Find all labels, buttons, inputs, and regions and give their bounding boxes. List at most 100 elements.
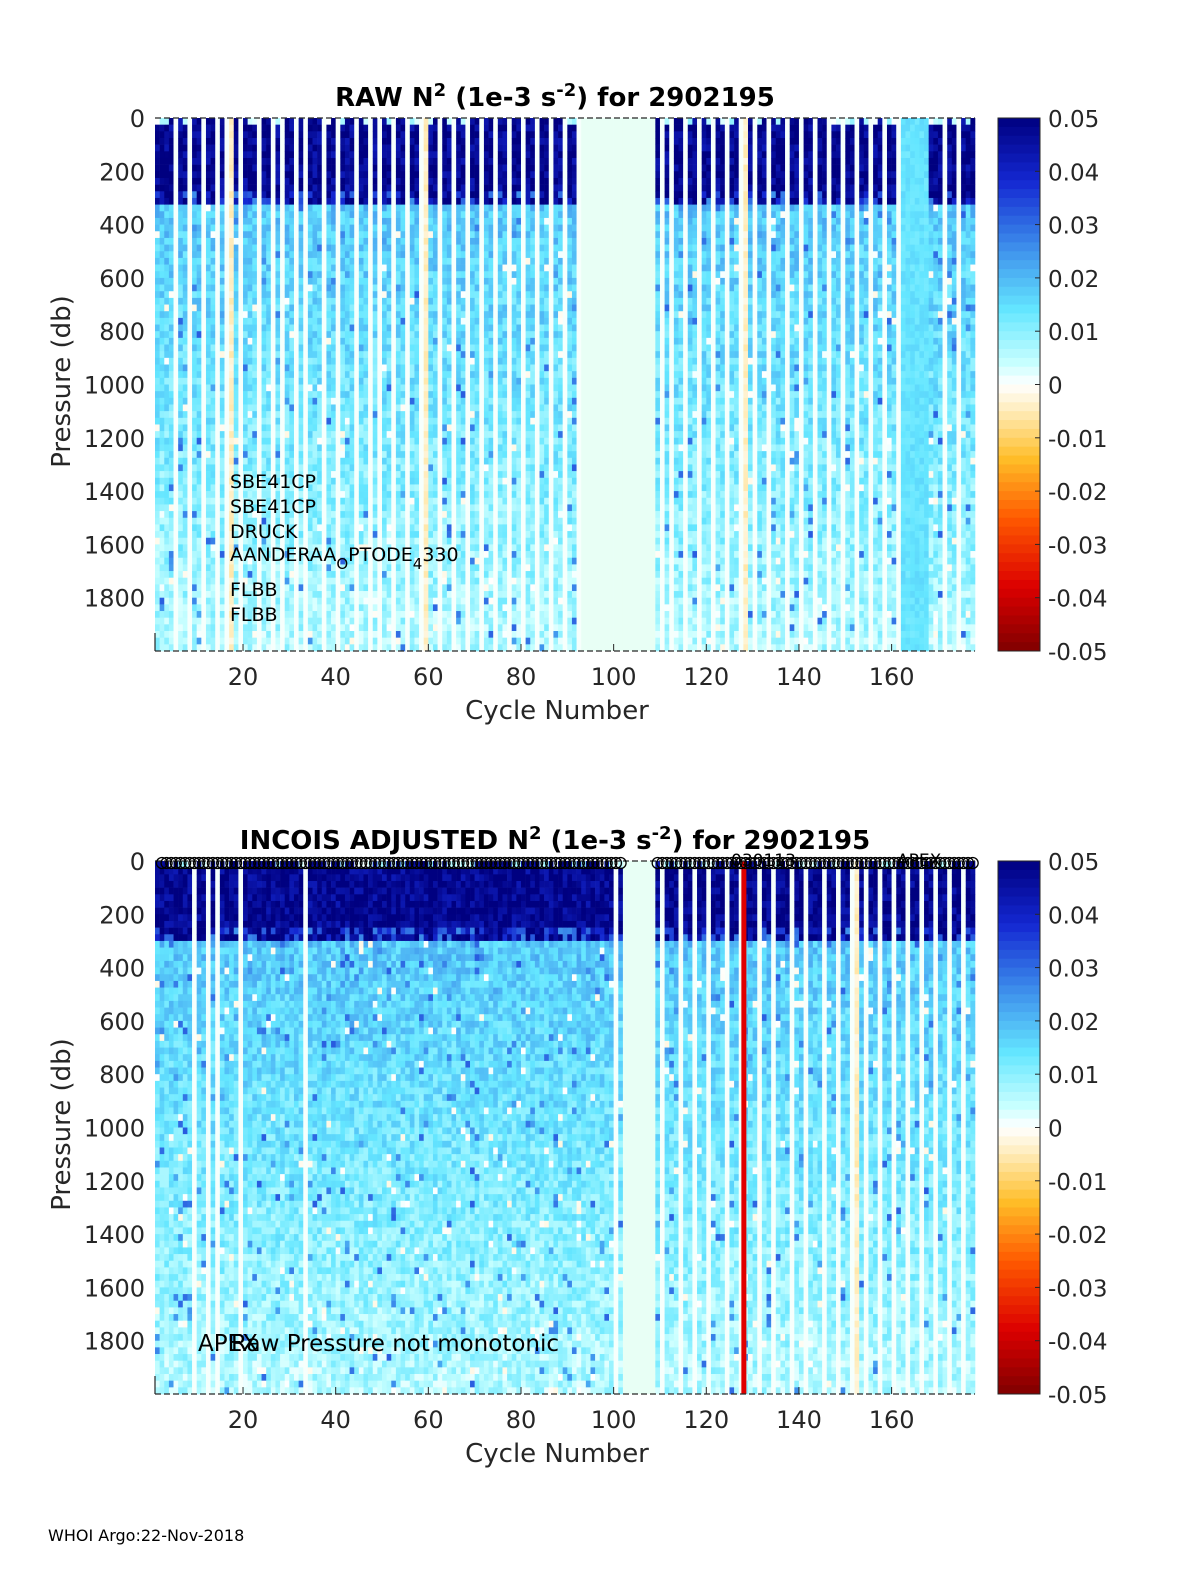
heatmap-cell bbox=[155, 631, 160, 638]
heatmap-cell bbox=[488, 611, 494, 618]
heatmap-cell bbox=[539, 231, 545, 239]
heatmap-cell bbox=[428, 631, 434, 638]
heatmap-cell bbox=[497, 631, 503, 638]
heatmap-cell bbox=[159, 611, 165, 618]
heatmap-cell bbox=[182, 304, 188, 312]
heatmap-cell bbox=[219, 224, 225, 232]
heatmap-cell bbox=[400, 197, 406, 205]
heatmap-cell bbox=[326, 597, 332, 605]
heatmap-cell bbox=[344, 591, 350, 598]
heatmap-cell bbox=[456, 491, 462, 499]
heatmap-cell bbox=[460, 317, 466, 325]
heatmap-cell bbox=[159, 631, 165, 638]
heatmap-cell bbox=[210, 557, 216, 565]
heatmap-cell bbox=[483, 451, 489, 459]
heatmap-cell bbox=[229, 637, 235, 645]
heatmap-cell bbox=[196, 371, 202, 379]
heatmap-cell bbox=[386, 371, 392, 379]
heatmap-cell bbox=[247, 631, 253, 638]
heatmap-cell bbox=[312, 191, 318, 199]
heatmap-cell bbox=[192, 371, 197, 379]
heatmap-cell bbox=[525, 551, 531, 559]
heatmap-cell bbox=[567, 637, 573, 645]
heatmap-cell bbox=[525, 491, 531, 499]
heatmap-cell bbox=[182, 137, 188, 145]
heatmap-cell bbox=[178, 511, 184, 519]
heatmap-cell bbox=[326, 277, 332, 285]
heatmap-cell bbox=[395, 397, 401, 405]
heatmap-cell bbox=[558, 118, 563, 125]
heatmap-cell bbox=[502, 351, 508, 359]
heatmap-cell bbox=[178, 404, 184, 412]
heatmap-cell bbox=[196, 431, 202, 439]
heatmap-cell bbox=[423, 604, 429, 612]
heatmap-cell bbox=[326, 217, 332, 225]
heatmap-cell bbox=[317, 437, 323, 445]
heatmap-cell bbox=[252, 297, 258, 305]
heatmap-cell bbox=[539, 617, 545, 625]
heatmap-cell bbox=[400, 184, 406, 192]
heatmap-cell bbox=[488, 564, 494, 572]
heatmap-cell bbox=[400, 464, 406, 472]
heatmap-cell bbox=[567, 231, 573, 239]
heatmap-cell bbox=[553, 511, 559, 519]
heatmap-cell bbox=[210, 191, 216, 199]
heatmap-cell bbox=[386, 431, 392, 439]
heatmap-cell bbox=[442, 244, 448, 252]
heatmap-cell bbox=[558, 411, 563, 419]
heatmap-cell bbox=[205, 637, 211, 645]
heatmap-cell bbox=[511, 184, 517, 192]
heatmap-cell bbox=[331, 211, 336, 219]
heatmap-cell bbox=[298, 457, 304, 465]
heatmap-cell bbox=[474, 331, 480, 339]
heatmap-cell bbox=[178, 257, 184, 265]
heatmap-cell bbox=[192, 404, 197, 412]
heatmap-cell bbox=[340, 411, 346, 419]
heatmap-cell bbox=[446, 411, 452, 419]
heatmap-cell bbox=[483, 557, 489, 565]
heatmap-cell bbox=[252, 371, 258, 379]
heatmap-cell bbox=[432, 317, 438, 325]
heatmap-cell bbox=[553, 144, 559, 152]
heatmap-cell bbox=[474, 231, 480, 239]
heatmap-cell bbox=[423, 304, 429, 312]
heatmap-cell bbox=[243, 564, 248, 572]
heatmap-cell bbox=[544, 497, 550, 505]
heatmap-cell bbox=[168, 384, 174, 392]
heatmap-cell bbox=[414, 118, 420, 125]
heatmap-cell bbox=[307, 357, 313, 365]
heatmap-cell bbox=[567, 644, 573, 652]
heatmap-cell bbox=[229, 164, 235, 172]
heatmap-cell bbox=[178, 591, 184, 598]
heatmap-cell bbox=[312, 337, 318, 345]
heatmap-cell bbox=[428, 584, 434, 592]
heatmap-cell bbox=[275, 131, 281, 139]
heatmap-cell bbox=[539, 364, 545, 372]
heatmap-cell bbox=[456, 177, 462, 185]
heatmap-cell bbox=[233, 264, 239, 272]
heatmap-cell bbox=[289, 251, 295, 259]
heatmap-cell bbox=[344, 597, 350, 605]
heatmap-cell bbox=[395, 357, 401, 365]
heatmap-cell bbox=[326, 604, 332, 612]
heatmap-cell bbox=[247, 204, 253, 212]
heatmap-cell bbox=[275, 118, 281, 125]
heatmap-cell bbox=[247, 217, 253, 225]
heatmap-cell bbox=[497, 531, 503, 539]
heatmap-cell bbox=[553, 617, 559, 625]
heatmap-cell bbox=[289, 224, 295, 232]
heatmap-cell bbox=[349, 137, 355, 145]
heatmap-cell bbox=[312, 471, 318, 479]
heatmap-cell bbox=[168, 497, 174, 505]
heatmap-cell bbox=[331, 324, 336, 332]
heatmap-cell bbox=[331, 291, 336, 299]
heatmap-cell bbox=[567, 157, 573, 165]
heatmap-cell bbox=[511, 477, 517, 485]
heatmap-cell bbox=[284, 377, 290, 385]
heatmap-cell bbox=[317, 377, 323, 385]
heatmap-cell bbox=[326, 644, 332, 652]
heatmap-cell bbox=[219, 151, 225, 159]
heatmap-cell bbox=[567, 337, 573, 345]
heatmap-cell bbox=[164, 511, 170, 519]
heatmap-cell bbox=[386, 251, 392, 259]
